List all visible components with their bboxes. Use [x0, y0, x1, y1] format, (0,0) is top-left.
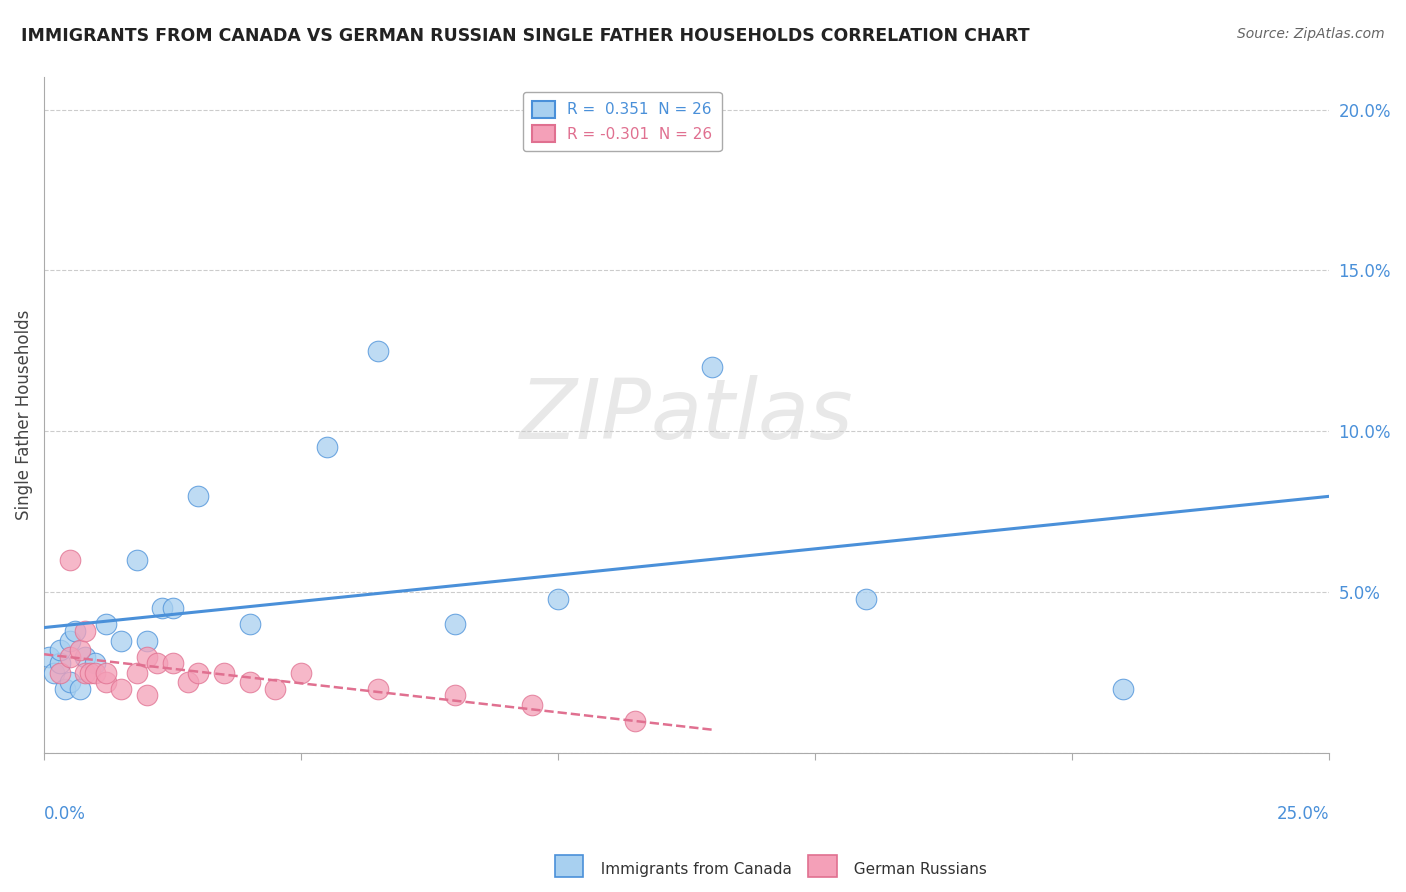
Point [700, 359, 723, 374]
Point [75, 624, 97, 638]
Point [94, 675, 117, 690]
Point [125, 553, 148, 567]
Point [367, 681, 389, 696]
Point [63, 624, 86, 638]
Point [135, 633, 157, 648]
Point [75, 649, 97, 664]
Point [444, 617, 467, 632]
Point [79, 665, 101, 680]
Point [38, 649, 60, 664]
Point [59, 633, 82, 648]
Point [239, 675, 262, 690]
Point [110, 681, 132, 696]
Text: Source: ZipAtlas.com: Source: ZipAtlas.com [1237, 27, 1385, 41]
Point [177, 675, 200, 690]
Point [146, 656, 169, 670]
Text: IMMIGRANTS FROM CANADA VS GERMAN RUSSIAN SINGLE FATHER HOUSEHOLDS CORRELATION CH: IMMIGRANTS FROM CANADA VS GERMAN RUSSIAN… [21, 27, 1029, 45]
Point [547, 591, 569, 606]
Point [110, 633, 132, 648]
Point [84, 665, 107, 680]
Text: 0.0%: 0.0% [44, 805, 86, 822]
Text: 25.0%: 25.0% [1277, 805, 1329, 822]
Point [48, 643, 70, 657]
Text: ZIPatlas: ZIPatlas [520, 375, 853, 456]
Point [522, 698, 544, 712]
Point [44, 665, 66, 680]
Point [59, 553, 82, 567]
Point [59, 649, 82, 664]
Point [75, 665, 97, 680]
Point [150, 601, 173, 615]
Point [135, 649, 157, 664]
Point [94, 665, 117, 680]
Point [624, 714, 647, 728]
Point [162, 601, 184, 615]
Text: Immigrants from Canada: Immigrants from Canada [591, 863, 792, 877]
Point [84, 656, 107, 670]
Point [125, 665, 148, 680]
Point [59, 675, 82, 690]
Point [444, 688, 467, 702]
Point [135, 688, 157, 702]
Point [290, 665, 312, 680]
Y-axis label: Single Father Households: Single Father Households [15, 310, 32, 521]
Point [48, 656, 70, 670]
Point [162, 656, 184, 670]
Legend: R =  0.351  N = 26, R = -0.301  N = 26: R = 0.351 N = 26, R = -0.301 N = 26 [523, 92, 721, 151]
Point [212, 665, 235, 680]
Point [69, 681, 91, 696]
Point [855, 591, 877, 606]
Point [48, 665, 70, 680]
Point [315, 441, 337, 455]
Point [1112, 681, 1135, 696]
Text: German Russians: German Russians [844, 863, 987, 877]
Point [367, 343, 389, 358]
Point [264, 681, 287, 696]
Point [187, 489, 209, 503]
Point [187, 665, 209, 680]
Point [94, 617, 117, 632]
Point [53, 681, 76, 696]
Point [69, 643, 91, 657]
Point [239, 617, 262, 632]
